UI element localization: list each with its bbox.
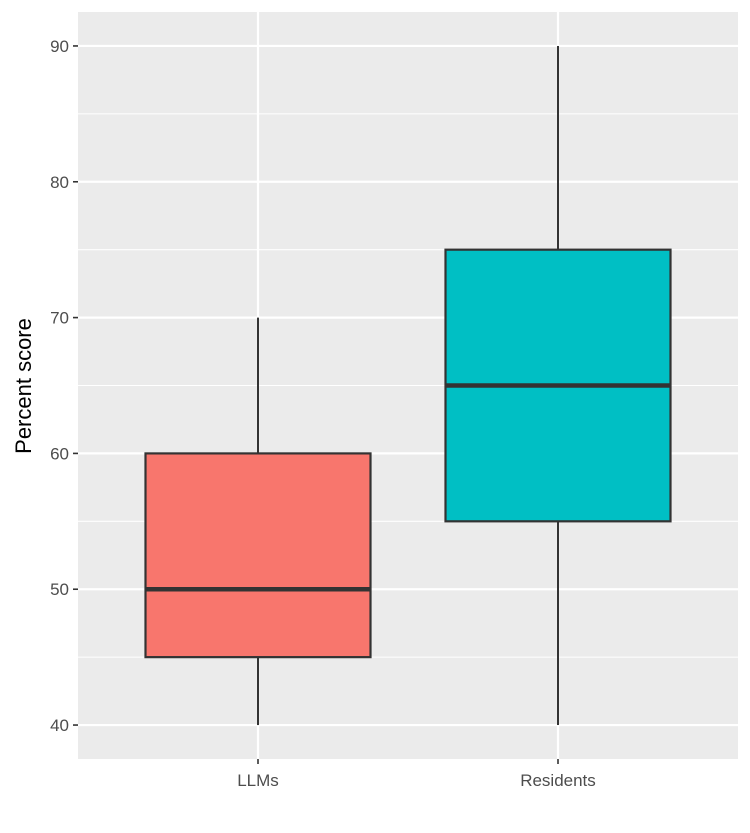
box-residents bbox=[444, 45, 672, 726]
x-axis: LLMs Residents bbox=[237, 759, 596, 790]
y-tick-label: 80 bbox=[50, 173, 69, 192]
y-tick-label: 60 bbox=[50, 444, 69, 463]
box-series bbox=[144, 45, 672, 726]
y-tick-label: 90 bbox=[50, 37, 69, 56]
y-tick-label: 50 bbox=[50, 580, 69, 599]
box-body bbox=[144, 452, 372, 659]
x-tick-label: LLMs bbox=[237, 771, 279, 790]
y-tick-label: 40 bbox=[50, 716, 69, 735]
y-tick-label: 70 bbox=[50, 309, 69, 328]
y-axis: 40 50 60 70 80 90 bbox=[50, 37, 78, 735]
y-axis-title: Percent score bbox=[11, 318, 36, 454]
box-llms bbox=[144, 317, 372, 726]
x-tick-label: Residents bbox=[520, 771, 596, 790]
